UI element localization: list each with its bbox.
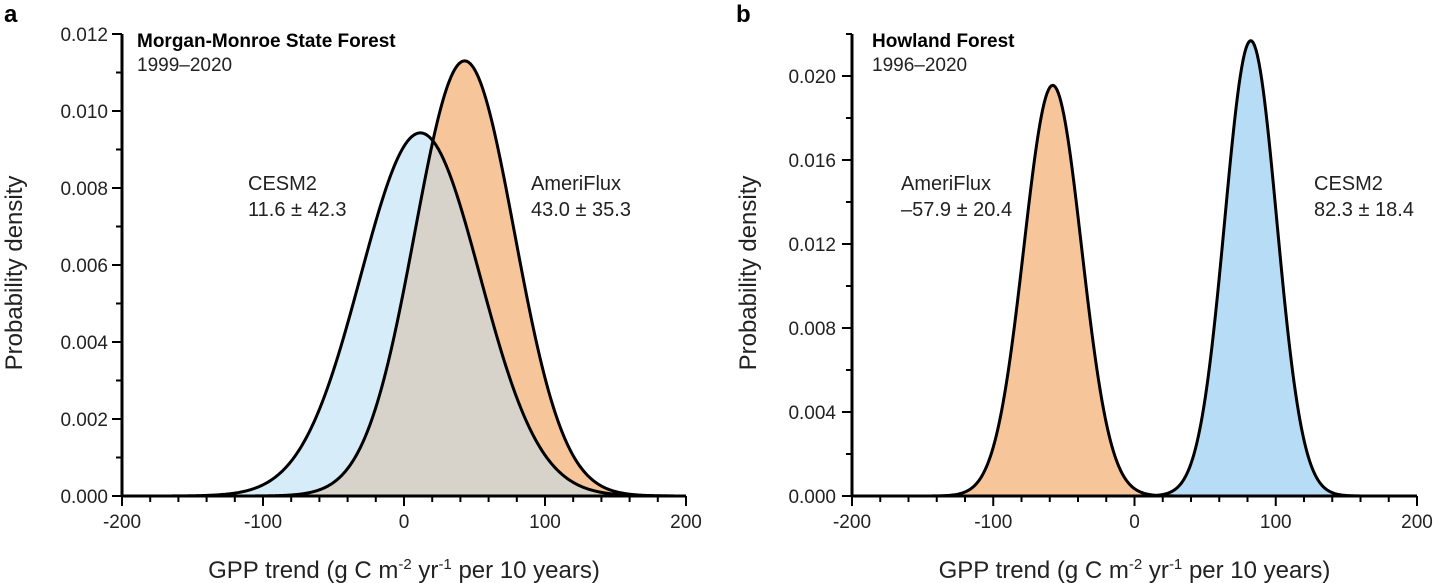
- x-tick-label: 200: [670, 512, 702, 533]
- series-stats-ameriflux: 43.0 ± 35.3: [531, 199, 631, 221]
- series-label-cesm2: CESM2: [248, 173, 317, 195]
- density-fill-ameriflux: [122, 60, 686, 496]
- y-tick-label: 0.002: [60, 410, 108, 431]
- x-tick-label: 100: [1260, 512, 1292, 533]
- y-tick-label: 0.016: [788, 151, 836, 172]
- panel-label: b: [736, 1, 751, 28]
- x-tick-label: -200: [833, 512, 871, 533]
- density-fill-cesm2: [852, 40, 1417, 496]
- y-tick-label: 0.000: [788, 487, 836, 508]
- density-curve-cesm2: [851, 39, 1418, 498]
- site-years: 1999–2020: [137, 55, 232, 76]
- series-stats-cesm2: 82.3 ± 18.4: [1314, 199, 1414, 221]
- panel-label: a: [4, 1, 18, 28]
- series-label-ameriflux: AmeriFlux: [901, 173, 991, 195]
- series-stats-ameriflux: –57.9 ± 20.4: [901, 199, 1012, 221]
- x-axis-label-sup2: -1: [1169, 556, 1182, 573]
- y-tick-label: 0.010: [60, 102, 108, 123]
- x-tick-label: -100: [244, 512, 282, 533]
- x-axis-label: GPP trend (g C m-2 yr-1 per 10 years): [939, 556, 1331, 583]
- x-axis-label-main: GPP trend (g C m: [939, 557, 1129, 583]
- x-axis-label-end: per 10 years): [1182, 557, 1330, 583]
- chart-panel-a: -200 -100 0 100 200 0.000 0.002 0.004 0.006 0.008…: [1, 1, 702, 583]
- x-axis-label: GPP trend (g C m-2 yr-1 per 10 years): [208, 556, 600, 583]
- x-tick-label: 0: [399, 512, 410, 533]
- x-axis-label-sup2: -1: [438, 556, 451, 573]
- x-tick-label: 200: [1401, 512, 1433, 533]
- x-tick-label: 0: [1129, 512, 1140, 533]
- y-tick-label: 0.004: [788, 403, 836, 424]
- site-name: Morgan-Monroe State Forest: [137, 31, 396, 52]
- density-fill-ameriflux: [852, 85, 1417, 496]
- y-tick-label: 0.008: [60, 179, 108, 200]
- density-overlap-fill: [122, 141, 686, 496]
- series-label-cesm2: CESM2: [1314, 173, 1383, 195]
- y-axis-label: Probability density: [1, 176, 28, 371]
- chart-panel-b: -200 -100 0 100 200 0.000 0.004 0.008 0.012 0.016…: [735, 1, 1433, 583]
- x-axis-label-end: per 10 years): [452, 557, 600, 583]
- x-axis-label-mid: yr: [412, 557, 439, 583]
- x-axis-label-sup1: -2: [398, 556, 411, 573]
- site-name: Howland Forest: [872, 31, 1015, 52]
- y-tick-label: 0.012: [60, 25, 108, 46]
- y-tick-label: 0.004: [60, 333, 108, 354]
- x-tick-label: -200: [103, 512, 141, 533]
- y-tick-label: 0.006: [60, 256, 108, 277]
- y-tick-label: 0.012: [788, 235, 836, 256]
- density-curve-ameriflux: [851, 83, 1418, 498]
- y-tick-label: 0.000: [60, 487, 108, 508]
- y-tick-label: 0.020: [788, 67, 836, 88]
- x-axis-label-main: GPP trend (g C m: [208, 557, 398, 583]
- x-tick-label: 100: [529, 512, 561, 533]
- series-stats-cesm2: 11.6 ± 42.3: [248, 199, 346, 221]
- y-axis-label: Probability density: [735, 176, 762, 371]
- site-years: 1996–2020: [872, 55, 967, 76]
- x-axis-label-mid: yr: [1142, 557, 1169, 583]
- x-axis-label-sup1: -2: [1129, 556, 1142, 573]
- y-tick-label: 0.008: [788, 319, 836, 340]
- series-label-ameriflux: AmeriFlux: [531, 173, 621, 195]
- x-tick-label: -100: [974, 512, 1012, 533]
